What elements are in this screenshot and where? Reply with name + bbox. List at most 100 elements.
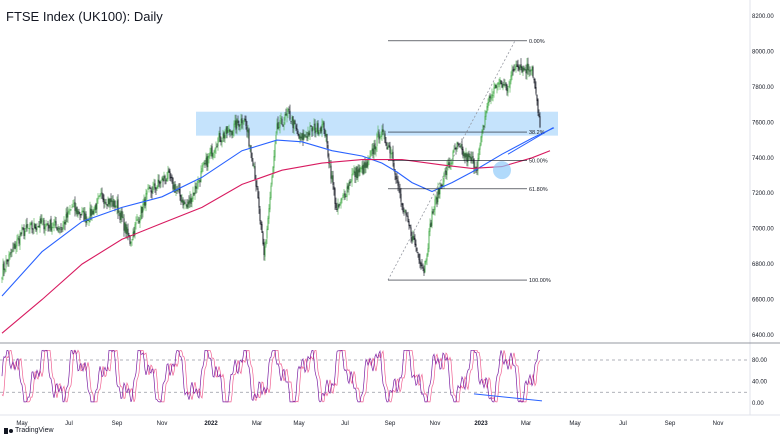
candle-body (155, 188, 157, 190)
candle-body (194, 185, 196, 195)
candle-body (74, 202, 76, 211)
candle-body (250, 145, 252, 153)
candle-body (411, 236, 413, 242)
candle-body (256, 185, 258, 188)
candle-body (420, 262, 422, 267)
candle-body (348, 181, 350, 190)
candle-body (54, 220, 56, 223)
candle-body (245, 119, 247, 126)
candle-body (51, 226, 53, 233)
price-tick-label: 7800.00 (752, 85, 774, 91)
candle-body (318, 131, 320, 136)
candle-body (141, 206, 143, 214)
fib-trend-line (387, 40, 516, 281)
oscillator-tick-label: 0.00 (752, 401, 764, 407)
candle-body (398, 186, 400, 188)
candle-body (156, 186, 158, 189)
candle-body (320, 127, 322, 133)
candle-body (504, 84, 506, 87)
candle-body (499, 78, 501, 85)
candle-body (5, 260, 7, 268)
candle-body (471, 157, 473, 161)
candle-body (426, 254, 428, 261)
candle-body (377, 131, 379, 133)
candle-body (444, 170, 446, 172)
candle-body (535, 86, 537, 94)
candle-body (397, 179, 399, 186)
candle-body (247, 130, 249, 133)
time-tick-label: Sep (385, 421, 396, 427)
candle-body (491, 93, 493, 99)
candle-body (57, 227, 59, 232)
candle-body (91, 209, 93, 216)
time-tick-label: Sep (112, 421, 123, 427)
time-tick-label: Nov (713, 421, 724, 427)
candle-body (20, 232, 22, 235)
time-tick-label: Nov (157, 421, 168, 427)
candle-body (521, 67, 523, 73)
candle-body (452, 151, 454, 160)
candle-body (445, 170, 447, 175)
candle-body (236, 118, 238, 129)
candle-body (238, 124, 240, 127)
candle-body (140, 206, 142, 220)
candle-body (458, 143, 460, 146)
chart-title: FTSE Index (UK100): Daily (6, 9, 163, 24)
candle-body (403, 211, 405, 212)
candle-body (231, 130, 233, 135)
candle-body (323, 122, 325, 130)
candle-body (490, 97, 492, 100)
candle-body (192, 192, 194, 200)
candle-body (349, 181, 351, 184)
candle-body (37, 226, 39, 228)
candle-body (538, 113, 540, 117)
candle-body (104, 201, 106, 203)
candle-body (169, 171, 171, 179)
candle-body (189, 197, 191, 203)
price-tick-label: 6800.00 (752, 262, 774, 268)
candle-body (221, 140, 223, 143)
candle-body (312, 126, 314, 131)
candle-body (342, 194, 344, 198)
candle-body (165, 179, 167, 181)
price-tick-label: 7600.00 (752, 120, 774, 126)
candle-body (98, 196, 100, 197)
candle-body (517, 65, 519, 68)
candle-body (306, 136, 308, 138)
tradingview-brand[interactable]: TradingView (4, 427, 54, 434)
candle-body (413, 236, 415, 240)
candle-body (482, 124, 484, 132)
candle-body (483, 126, 485, 127)
candle-body (234, 120, 236, 125)
candle-body (45, 223, 47, 227)
candle-body (206, 156, 208, 168)
candle-body (142, 203, 144, 213)
candle-body (138, 220, 140, 223)
candle-body (479, 145, 481, 150)
candle-body (466, 153, 468, 162)
candle-body (333, 186, 335, 190)
candle-body (328, 158, 330, 165)
candle-body (214, 149, 216, 153)
candle-body (344, 193, 346, 198)
candle-body (340, 199, 342, 205)
candle-body (252, 161, 254, 167)
candle-body (197, 179, 199, 188)
candle-body (303, 134, 305, 140)
candle-body (244, 118, 246, 120)
candle-body (225, 127, 227, 134)
candle-body (193, 192, 195, 195)
candle-body (58, 228, 60, 230)
candle-body (47, 222, 49, 226)
candle-body (24, 230, 26, 236)
candle-body (261, 224, 263, 233)
candle-body (260, 221, 262, 225)
candle-body (110, 198, 112, 203)
candle-body (334, 188, 336, 204)
candle-body (519, 65, 521, 70)
candle-body (514, 68, 516, 70)
candle-body (172, 177, 174, 189)
candle-body (148, 187, 150, 189)
